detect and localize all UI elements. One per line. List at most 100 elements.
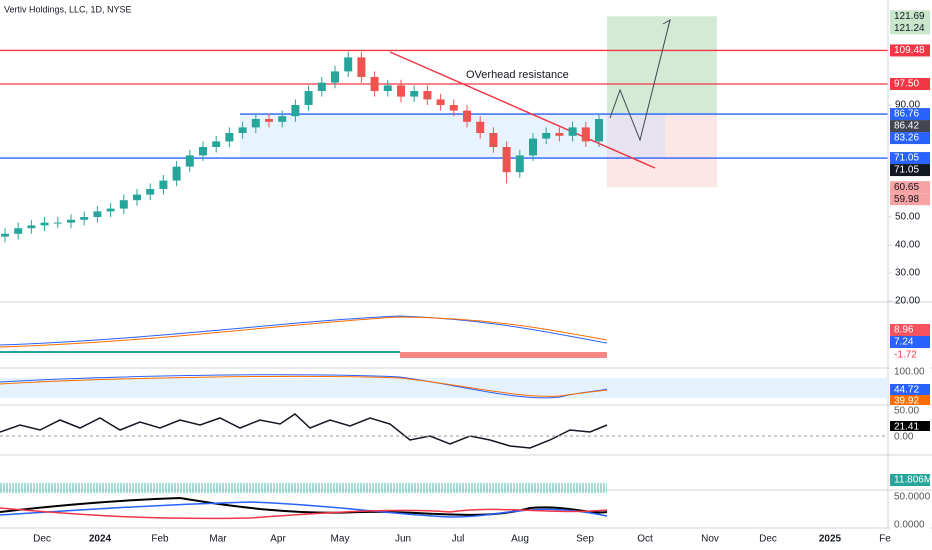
candle-body <box>489 133 498 147</box>
price-tag-label: 121.24 <box>894 23 925 34</box>
x-tick-label: Feb <box>151 534 169 545</box>
candle-body <box>463 110 471 122</box>
x-tick-label: Dec <box>759 534 777 545</box>
candle-body <box>331 71 339 83</box>
price-tag <box>890 164 930 177</box>
price-tag <box>890 152 930 165</box>
price-tag-label: 60.65 <box>894 182 919 193</box>
y-tick-label: 20.00 <box>895 296 920 307</box>
candle-body <box>172 166 181 181</box>
candle-body <box>93 211 102 217</box>
price-tag-label: 83.26 <box>894 133 919 144</box>
panel-tag-label: 0.0000 <box>894 520 925 531</box>
panel-tag-label: 8.96 <box>894 325 914 336</box>
price-marks <box>1 51 603 243</box>
x-tick-label: Mar <box>209 534 227 545</box>
x-tick-label: Fe <box>879 534 891 545</box>
price-tag-label: 109.48 <box>894 45 925 56</box>
panel-tag <box>890 366 930 378</box>
price-tag <box>890 22 930 35</box>
panel-tag <box>890 491 930 503</box>
candle-body <box>1 233 9 237</box>
candle-body <box>225 133 234 142</box>
candle-body <box>357 57 366 77</box>
panel-tag-label: 21.41 <box>894 422 919 433</box>
panel-tag-label: 39.92 <box>894 396 919 407</box>
x-tick-label: May <box>331 534 350 545</box>
x-tick-label: Jun <box>395 534 411 545</box>
indicator-panels <box>0 0 932 529</box>
x-tick-label: Nov <box>701 534 719 545</box>
candle-body <box>67 219 75 223</box>
x-tick-label: 2025 <box>819 534 842 545</box>
candle-body <box>304 91 313 105</box>
candle-body <box>40 222 49 226</box>
panel-tag-label: 100.00 <box>894 367 925 378</box>
panel-tag <box>890 519 930 531</box>
candle-body <box>581 127 590 142</box>
panel-tag-label: 44.72 <box>894 385 919 396</box>
candle-body <box>383 85 392 91</box>
price-tag <box>890 78 930 90</box>
price-tag-label: 71.05 <box>894 165 919 176</box>
price-tag-label: 86.76 <box>894 109 919 120</box>
panel-tag <box>890 405 930 417</box>
candle-body <box>119 200 128 209</box>
candle-body <box>278 116 287 122</box>
zones <box>0 16 888 188</box>
panel-tag-label: 11.806M <box>894 475 932 486</box>
y-tick-label: 30.00 <box>895 268 920 279</box>
histogram <box>0 351 400 353</box>
x-tick-label: Apr <box>270 534 286 545</box>
candle-body <box>595 119 603 142</box>
panel-tag-label: 7.24 <box>894 337 914 348</box>
histogram <box>400 352 607 358</box>
candle-body <box>159 180 168 189</box>
candle-body <box>476 121 485 133</box>
candle-body <box>449 105 458 111</box>
panel-tag <box>890 421 930 433</box>
oscillator-line <box>0 413 608 449</box>
candle-body <box>542 133 551 139</box>
price-tag-label: 121.69 <box>894 11 925 22</box>
panel-tag <box>890 336 930 348</box>
panel-tag <box>890 384 930 396</box>
price-tag <box>890 108 930 121</box>
x-tick-label: Sep <box>576 534 594 545</box>
y-tick-label: 90.00 <box>895 100 920 111</box>
trend-line <box>389 51 656 169</box>
price-tag <box>890 181 930 194</box>
panel-tag-label: 0.00 <box>894 432 914 443</box>
x-tick-label: Aug <box>511 534 529 545</box>
candle-body <box>502 147 511 173</box>
x-tick-label: 2024 <box>89 534 112 545</box>
candle-body <box>265 119 273 122</box>
candle-body <box>80 217 89 220</box>
candle-body <box>53 222 62 224</box>
signal-line <box>0 316 608 348</box>
price-tag <box>890 44 930 57</box>
panel-tag-label: 50.00 <box>894 406 919 417</box>
candle-body <box>317 82 326 91</box>
range-box <box>240 114 665 159</box>
price-tag-label: 59.98 <box>894 194 919 205</box>
candle-body <box>344 57 353 72</box>
candle-body <box>291 105 300 117</box>
panel-tag <box>890 474 930 486</box>
y-tick-label: 50.00 <box>895 212 920 223</box>
candle-body <box>515 155 524 173</box>
candle-body <box>423 91 432 100</box>
candle-body <box>238 127 247 133</box>
panel-tag-label: -1.72 <box>894 350 917 361</box>
stoch-d <box>0 375 608 397</box>
candle-body <box>185 155 194 167</box>
price-tag <box>890 10 930 23</box>
rsi-band <box>0 378 888 398</box>
candle-body <box>410 91 419 97</box>
candle-body <box>370 77 379 91</box>
candle-body <box>14 228 23 234</box>
projection-path <box>609 19 671 142</box>
candle-body <box>397 85 405 97</box>
candle-body <box>555 133 564 136</box>
